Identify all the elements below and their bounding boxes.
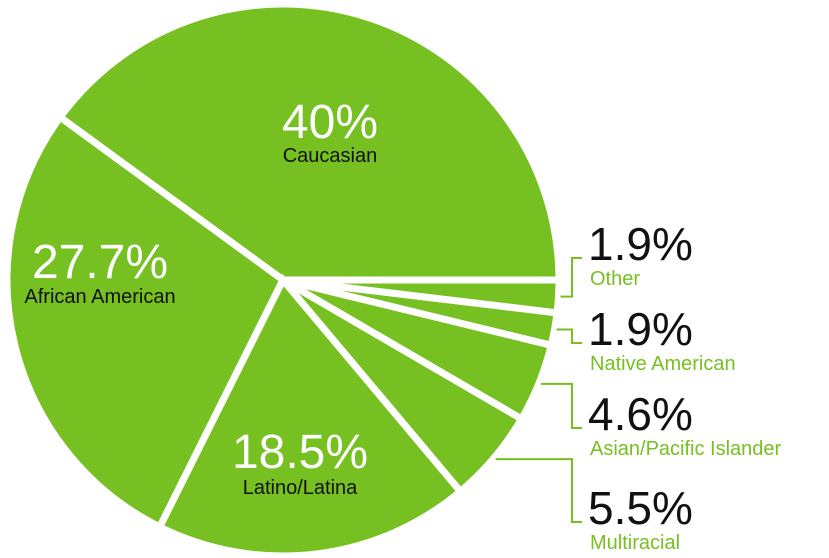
pie-slice bbox=[55, 0, 563, 284]
pie-slice bbox=[155, 273, 466, 558]
slice-percent: 40% bbox=[282, 96, 378, 149]
pie-slice bbox=[282, 276, 563, 317]
slice-name: Asian/Pacific Islander bbox=[590, 438, 782, 460]
slice-name: Latino/Latina bbox=[243, 477, 358, 499]
leader-line bbox=[556, 328, 582, 344]
slice-percent: 18.5% bbox=[232, 426, 368, 479]
slice-name: Multiracial bbox=[590, 532, 680, 554]
slice-percent: 27.7% bbox=[32, 236, 168, 289]
slice-percent: 1.9% bbox=[588, 303, 693, 355]
leader-line bbox=[540, 382, 582, 429]
pie-slice bbox=[3, 112, 288, 532]
slice-name: Caucasian bbox=[283, 145, 378, 167]
leader-line bbox=[560, 257, 582, 298]
leader-line bbox=[495, 458, 582, 523]
slice-percent: 4.6% bbox=[588, 388, 693, 440]
slice-name: Native American bbox=[590, 353, 736, 375]
slice-percent: 1.9% bbox=[588, 218, 693, 270]
slice-percent: 5.5% bbox=[588, 482, 693, 534]
slice-name: Other bbox=[590, 268, 640, 290]
slice-name: African American bbox=[24, 286, 175, 308]
